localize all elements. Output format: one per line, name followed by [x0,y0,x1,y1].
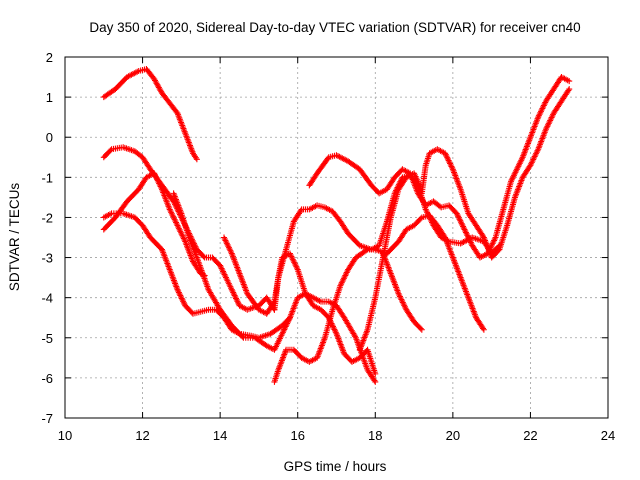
data-point-marker [239,333,246,340]
y-tick-label: -3 [41,251,53,266]
data-point-marker [566,78,573,85]
y-tick-label: -5 [41,331,53,346]
series-track-3 [100,170,208,279]
y-tick-label: 2 [46,50,53,65]
y-tick-label: -7 [41,411,53,426]
x-tick-label: 24 [601,428,615,443]
data-point-marker [566,86,573,93]
x-tick-label: 18 [368,428,382,443]
x-tick-label: 20 [446,428,460,443]
data-point-marker [371,377,378,384]
y-tick-label: -6 [41,371,53,386]
data-point-marker [417,215,424,222]
data-point-marker [480,325,487,332]
series-track-7 [271,212,487,385]
data-point-marker [372,370,379,377]
data-point-marker [200,253,207,260]
series-track-9 [306,74,573,261]
plot-frame [64,56,609,419]
x-tick-label: 22 [523,428,537,443]
data-point-marker [193,156,200,163]
series-track-10 [356,86,573,353]
series-track-11 [380,250,425,333]
data-point-marker [372,378,379,385]
x-tick-label: 10 [58,428,72,443]
x-tick-labels: 10 12 14 16 18 20 22 24 [58,428,615,443]
data-point-marker [352,333,359,340]
x-tick-label: 12 [135,428,149,443]
axis-ticks [64,56,609,419]
data-point-marker [418,326,425,333]
grid [65,57,608,418]
data-point-marker [565,87,572,94]
data-markers [100,66,573,385]
y-tick-label: 1 [46,90,53,105]
y-axis-label: SDTVAR / TECUs [7,183,22,292]
x-axis-label: GPS time / hours [284,459,387,474]
data-point-marker [417,325,424,332]
data-point-marker [107,147,114,154]
y-tick-label: -2 [41,210,53,225]
data-point-marker [480,326,487,333]
x-tick-label: 16 [290,428,304,443]
y-tick-label: 0 [46,130,53,145]
chart-title: Day 350 of 2020, Sidereal Day-to-day VTE… [89,20,580,35]
y-tick-label: -4 [41,291,53,306]
series-track-1 [100,66,200,163]
y-tick-label: -1 [41,170,53,185]
data-point-marker [297,207,304,214]
y-tick-labels: -7 -6 -5 -4 -3 -2 -1 0 1 2 [41,50,53,426]
x-tick-label: 14 [213,428,227,443]
